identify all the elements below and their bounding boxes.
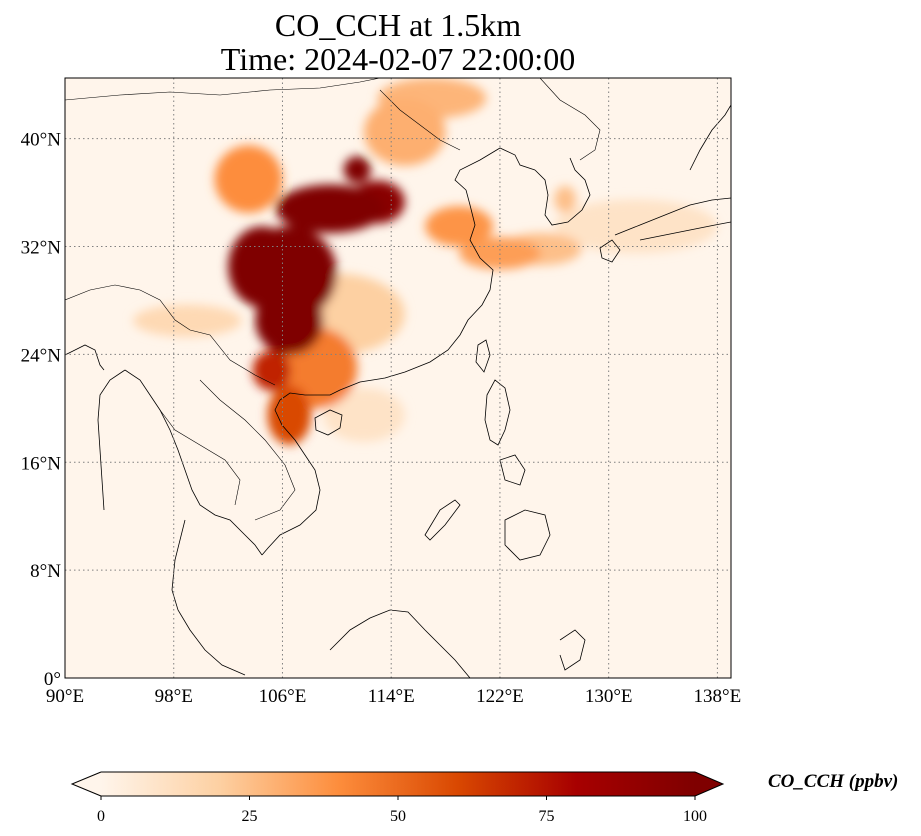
border-thailand <box>159 409 241 506</box>
longitude-tick-label: 90°E <box>46 686 84 707</box>
colorbar-tick-label: 75 <box>539 808 555 825</box>
plume-region <box>425 206 494 247</box>
colorbar-title: CO_CCH (ppbv) <box>768 771 899 792</box>
colorbar-tick-label: 25 <box>242 808 258 825</box>
longitude-tick-label: 122°E <box>476 686 524 707</box>
plume-region <box>132 304 242 337</box>
coastline-taiwan <box>475 339 491 373</box>
coastline-indochina <box>124 369 263 556</box>
longitude-tick-label: 106°E <box>259 686 307 707</box>
coastline-bay-of-bengal <box>65 344 105 371</box>
longitude-tick-label: 130°E <box>585 686 633 707</box>
coastline-hainan <box>314 409 343 436</box>
plume-region <box>214 145 283 213</box>
plume-region <box>554 185 577 213</box>
coastline-japan-honshu <box>614 197 731 241</box>
coastline-bohai <box>454 147 536 191</box>
plume-region <box>275 184 385 234</box>
map-frame <box>64 77 732 679</box>
coastline-palawan <box>424 499 461 541</box>
colorbar-gradient <box>101 772 695 796</box>
plume-region <box>323 388 405 443</box>
longitude-tick-label: 138°E <box>694 686 742 707</box>
coastline-japan-north <box>689 104 731 171</box>
plume-region <box>459 237 541 270</box>
coastlines-borders <box>65 78 731 678</box>
plume-region <box>252 350 291 391</box>
latitude-tick-label: 8°N <box>30 561 61 582</box>
border-mongolia <box>379 89 461 151</box>
border-china-north <box>65 78 381 101</box>
coastline-korea <box>534 157 591 226</box>
colorbar-extend-min <box>70 771 102 797</box>
map-background <box>65 78 731 678</box>
longitude-tick-label: 114°E <box>368 686 415 707</box>
colorbar-tick-label: 50 <box>390 808 406 825</box>
coastline-philippines-visayas <box>499 454 526 486</box>
plume-region <box>364 98 446 166</box>
graticule <box>65 78 731 678</box>
longitude-tick-label: 98°E <box>155 686 193 707</box>
colorbar-tick-label: 100 <box>683 808 707 825</box>
coastline-sulawesi-north <box>559 629 586 671</box>
latitude-tick-label: 32°N <box>21 238 62 259</box>
plume-region <box>343 156 371 184</box>
border-russia-china <box>539 78 601 161</box>
colorbar-tick-label: 0 <box>97 808 105 825</box>
coastline-mindanao <box>504 509 551 561</box>
map-title-line-2: Time: 2024-02-07 22:00:00 <box>220 41 576 77</box>
colorbar-ticks: 0 25 50 75 100 <box>97 796 707 825</box>
coastline-myanmar <box>97 369 126 511</box>
latitude-tick-label: 0° <box>44 669 61 690</box>
latitude-tick-label: 40°N <box>21 130 62 151</box>
plume-region <box>267 385 312 445</box>
colorbar: 0 25 50 75 100 <box>70 771 725 825</box>
colorbar-extend-max <box>694 771 725 797</box>
border-china-south <box>65 284 276 386</box>
coastline-japan-kyushu <box>599 239 621 263</box>
latitude-tick-label: 16°N <box>21 453 62 474</box>
coastline-borneo <box>329 609 471 678</box>
latitude-ticks: 0° 8°N 16°N 24°N 32°N 40°N <box>21 130 62 690</box>
coastline-china <box>261 189 494 556</box>
map-title-line-1: CO_CCH at 1.5km <box>274 7 522 43</box>
concentration-field <box>132 78 718 445</box>
coastline-philippines-luzon <box>484 379 511 446</box>
longitude-ticks: 90°E 98°E 106°E 114°E 122°E 130°E 138°E <box>46 686 741 707</box>
plume-region <box>255 286 324 355</box>
coastline-malay-peninsula <box>171 519 246 676</box>
latitude-tick-label: 24°N <box>21 345 62 366</box>
